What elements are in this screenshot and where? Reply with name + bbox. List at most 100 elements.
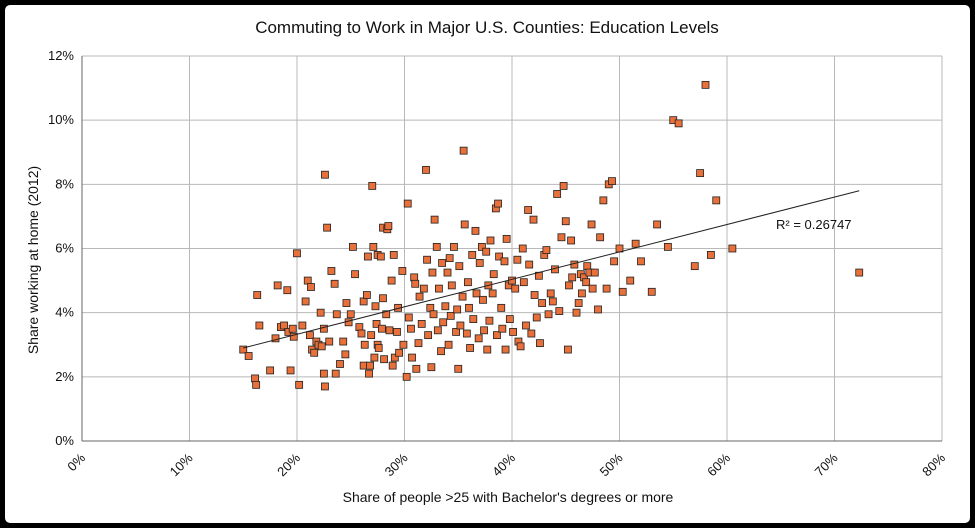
data-point bbox=[351, 270, 359, 279]
data-point bbox=[393, 328, 401, 336]
x-tick-label: 20% bbox=[274, 450, 303, 479]
data-point bbox=[516, 342, 525, 351]
data-point bbox=[553, 190, 562, 198]
data-point bbox=[485, 316, 494, 325]
x-tick-label: 80% bbox=[919, 450, 948, 479]
data-point bbox=[321, 170, 329, 179]
data-point bbox=[567, 236, 576, 245]
data-point bbox=[419, 284, 428, 293]
data-point bbox=[728, 244, 737, 253]
data-point bbox=[385, 326, 394, 335]
data-point bbox=[602, 284, 611, 293]
data-point bbox=[364, 252, 372, 261]
data-point bbox=[301, 297, 310, 306]
data-point bbox=[574, 299, 583, 307]
data-point bbox=[532, 313, 541, 322]
data-point bbox=[626, 276, 635, 285]
x-tick-label: 40% bbox=[489, 450, 518, 479]
data-point bbox=[482, 247, 491, 256]
data-point bbox=[690, 262, 699, 271]
data-point bbox=[380, 355, 388, 364]
data-point bbox=[529, 215, 538, 224]
data-point bbox=[384, 222, 393, 230]
data-point bbox=[458, 292, 467, 301]
data-point bbox=[389, 251, 398, 259]
data-point bbox=[395, 348, 404, 357]
data-point bbox=[429, 310, 438, 319]
data-point bbox=[402, 372, 411, 381]
data-point bbox=[319, 369, 328, 378]
data-point bbox=[446, 311, 455, 320]
y-tick-label: 2% bbox=[55, 369, 74, 384]
r-squared-label: R² = 0.26747 bbox=[776, 217, 852, 232]
data-point bbox=[252, 380, 261, 389]
data-point bbox=[424, 331, 433, 340]
data-point bbox=[465, 303, 473, 312]
data-point bbox=[368, 182, 377, 190]
data-point bbox=[433, 326, 442, 335]
data-point bbox=[466, 344, 474, 352]
data-point bbox=[455, 262, 464, 271]
data-point bbox=[310, 348, 319, 357]
data-point bbox=[505, 315, 514, 323]
trendline bbox=[243, 190, 860, 349]
data-point bbox=[509, 328, 517, 336]
data-point bbox=[244, 352, 253, 360]
data-point bbox=[286, 366, 295, 375]
data-point bbox=[462, 329, 471, 338]
data-point bbox=[453, 305, 462, 314]
data-point bbox=[266, 366, 275, 375]
data-point bbox=[477, 242, 486, 251]
y-tick-label: 4% bbox=[55, 305, 74, 320]
data-point bbox=[430, 215, 439, 224]
data-point bbox=[502, 234, 511, 243]
points-layer bbox=[239, 80, 864, 391]
data-point bbox=[508, 276, 516, 285]
data-point bbox=[495, 252, 504, 261]
data-point bbox=[298, 321, 307, 330]
data-point bbox=[447, 281, 456, 290]
data-point bbox=[469, 315, 478, 323]
y-tick-label: 0% bbox=[55, 433, 74, 448]
data-point bbox=[663, 242, 672, 251]
data-point bbox=[513, 255, 522, 264]
data-point bbox=[494, 199, 502, 208]
data-point bbox=[443, 268, 452, 277]
data-point bbox=[253, 291, 262, 299]
x-axis-label: Share of people >25 with Bachelor's degr… bbox=[343, 489, 674, 505]
data-point bbox=[696, 169, 705, 178]
data-point bbox=[407, 324, 415, 333]
data-point bbox=[415, 292, 424, 301]
data-point bbox=[379, 294, 387, 303]
data-point bbox=[422, 165, 430, 174]
data-point bbox=[342, 299, 351, 307]
y-tick-label: 12% bbox=[48, 48, 74, 63]
data-point bbox=[289, 332, 298, 341]
y-tick-label: 10% bbox=[48, 112, 74, 127]
data-point bbox=[568, 273, 577, 282]
data-point bbox=[536, 339, 544, 348]
data-point bbox=[348, 242, 357, 251]
data-point bbox=[359, 297, 368, 306]
data-point bbox=[239, 345, 248, 354]
data-point bbox=[404, 313, 413, 322]
data-point bbox=[454, 364, 463, 373]
data-point bbox=[572, 308, 581, 317]
data-point bbox=[331, 369, 340, 378]
data-point bbox=[587, 220, 596, 229]
data-point bbox=[518, 244, 527, 253]
data-point bbox=[251, 374, 259, 383]
data-point bbox=[561, 217, 570, 226]
data-point bbox=[360, 340, 369, 349]
data-point bbox=[519, 278, 528, 287]
data-point bbox=[610, 257, 619, 266]
data-point bbox=[339, 337, 348, 346]
data-point bbox=[501, 345, 510, 354]
data-point bbox=[412, 364, 421, 373]
data-point bbox=[255, 321, 264, 330]
data-point bbox=[303, 276, 312, 285]
data-point bbox=[647, 287, 656, 296]
data-point bbox=[423, 255, 431, 264]
data-point bbox=[456, 321, 465, 330]
